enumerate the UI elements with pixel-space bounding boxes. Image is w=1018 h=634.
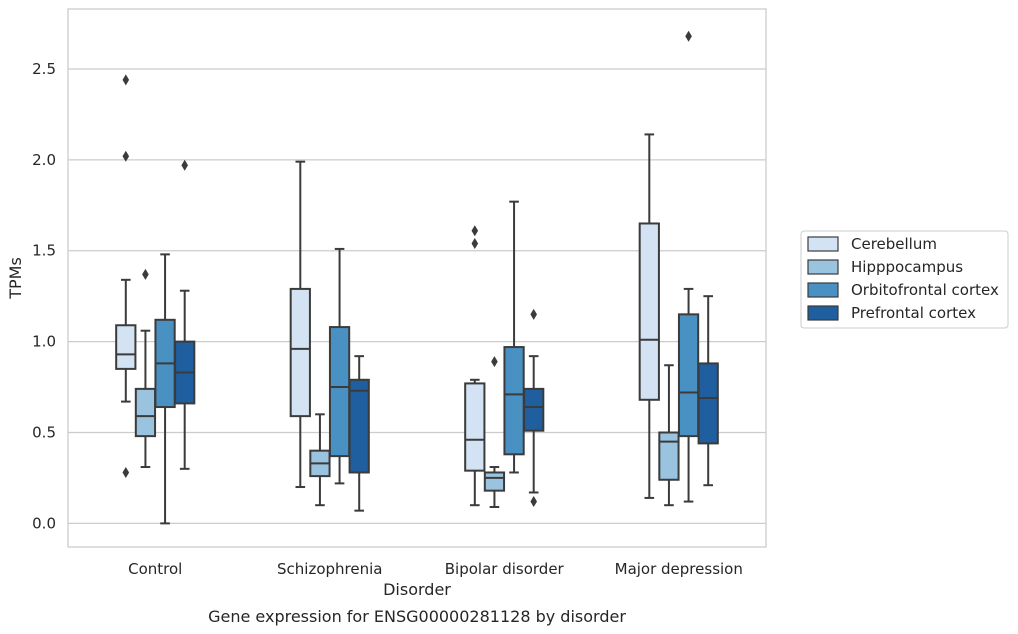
y-tick-label: 2.5: [32, 60, 56, 78]
box-iqr: [523, 387, 545, 432]
legend-label: Prefrontal cortex: [851, 304, 976, 322]
x-axis-ticks: Control Schizophrenia Bipolar disorder Majo…: [128, 560, 743, 578]
box-hipppocampus: [658, 364, 680, 507]
y-axis-ticks: 0.0 0.5 1.0 1.5 2.0 2.5: [32, 60, 56, 532]
box-iqr: [658, 431, 680, 481]
box-cerebellum: [115, 74, 137, 478]
box-cerebellum: [638, 133, 660, 499]
legend-frame: [800, 230, 1009, 329]
y-tick-label: 1.5: [32, 242, 56, 260]
box-iqr: [503, 346, 525, 456]
legend-swatch: [807, 236, 839, 252]
outlier-point: [122, 150, 130, 162]
box-orbitofrontal-cortex: [328, 247, 351, 485]
chart-caption: Gene expression for ENSG00000281128 by d…: [208, 607, 626, 626]
legend-entry: Hipppocampus: [807, 258, 963, 276]
box-prefrontal-cortex: [697, 295, 719, 487]
outlier-point: [491, 356, 498, 368]
outlier-point: [685, 30, 692, 42]
outlier-point: [530, 496, 537, 508]
box-hipppocampus: [134, 268, 157, 469]
legend-swatch: [807, 259, 839, 275]
legend-label: Orbitofrontal cortex: [851, 281, 999, 299]
box-prefrontal-cortex: [348, 355, 370, 512]
box-iqr: [115, 324, 137, 370]
box-iqr: [677, 313, 700, 438]
box-iqr: [328, 326, 351, 458]
outlier-point: [122, 74, 130, 86]
box-iqr: [638, 222, 660, 401]
legend-entry: Orbitofrontal cortex: [807, 281, 999, 299]
outlier-point: [471, 225, 479, 237]
x-tick-label: Bipolar disorder: [445, 560, 565, 578]
legend: Cerebellum Hipppocampus Orbitofrontal cort…: [800, 230, 1009, 329]
box-iqr: [697, 362, 719, 445]
x-tick-label: Control: [128, 560, 182, 578]
y-axis-title: TPMs: [6, 257, 25, 300]
box-prefrontal-cortex: [174, 159, 196, 470]
outlier-point: [530, 308, 537, 320]
box-hipppocampus: [483, 356, 506, 509]
x-tick-label: Major depression: [615, 560, 743, 578]
box-iqr: [289, 287, 311, 418]
box-hipppocampus: [309, 413, 331, 507]
legend-swatch: [807, 282, 839, 298]
box-iqr: [348, 378, 370, 474]
outlier-point: [471, 237, 479, 249]
box-orbitofrontal-cortex: [503, 200, 525, 474]
box-prefrontal-cortex: [523, 308, 545, 508]
box-plots: [115, 30, 719, 525]
x-axis-title: Disorder: [383, 580, 451, 599]
x-tick-label: Schizophrenia: [277, 560, 382, 578]
outlier-point: [142, 268, 149, 280]
box-iqr: [483, 471, 506, 492]
outlier-point: [181, 159, 188, 171]
y-tick-label: 0.5: [32, 423, 56, 441]
legend-label: Cerebellum: [851, 235, 937, 253]
box-cerebellum: [289, 160, 311, 489]
legend-entry: Prefrontal cortex: [807, 304, 976, 322]
legend-swatch: [807, 305, 839, 321]
box-orbitofrontal-cortex: [154, 253, 176, 525]
plot-area: [67, 8, 767, 548]
box-orbitofrontal-cortex: [677, 30, 700, 503]
y-tick-label: 0.0: [32, 514, 56, 532]
box-iqr: [464, 382, 486, 472]
box-iqr: [134, 387, 157, 438]
y-tick-label: 2.0: [32, 151, 56, 169]
y-tick-label: 1.0: [32, 333, 56, 351]
outlier-point: [122, 466, 130, 478]
box-cerebellum: [464, 225, 486, 507]
legend-entry: Cerebellum: [807, 235, 937, 253]
legend-label: Hipppocampus: [851, 258, 963, 276]
